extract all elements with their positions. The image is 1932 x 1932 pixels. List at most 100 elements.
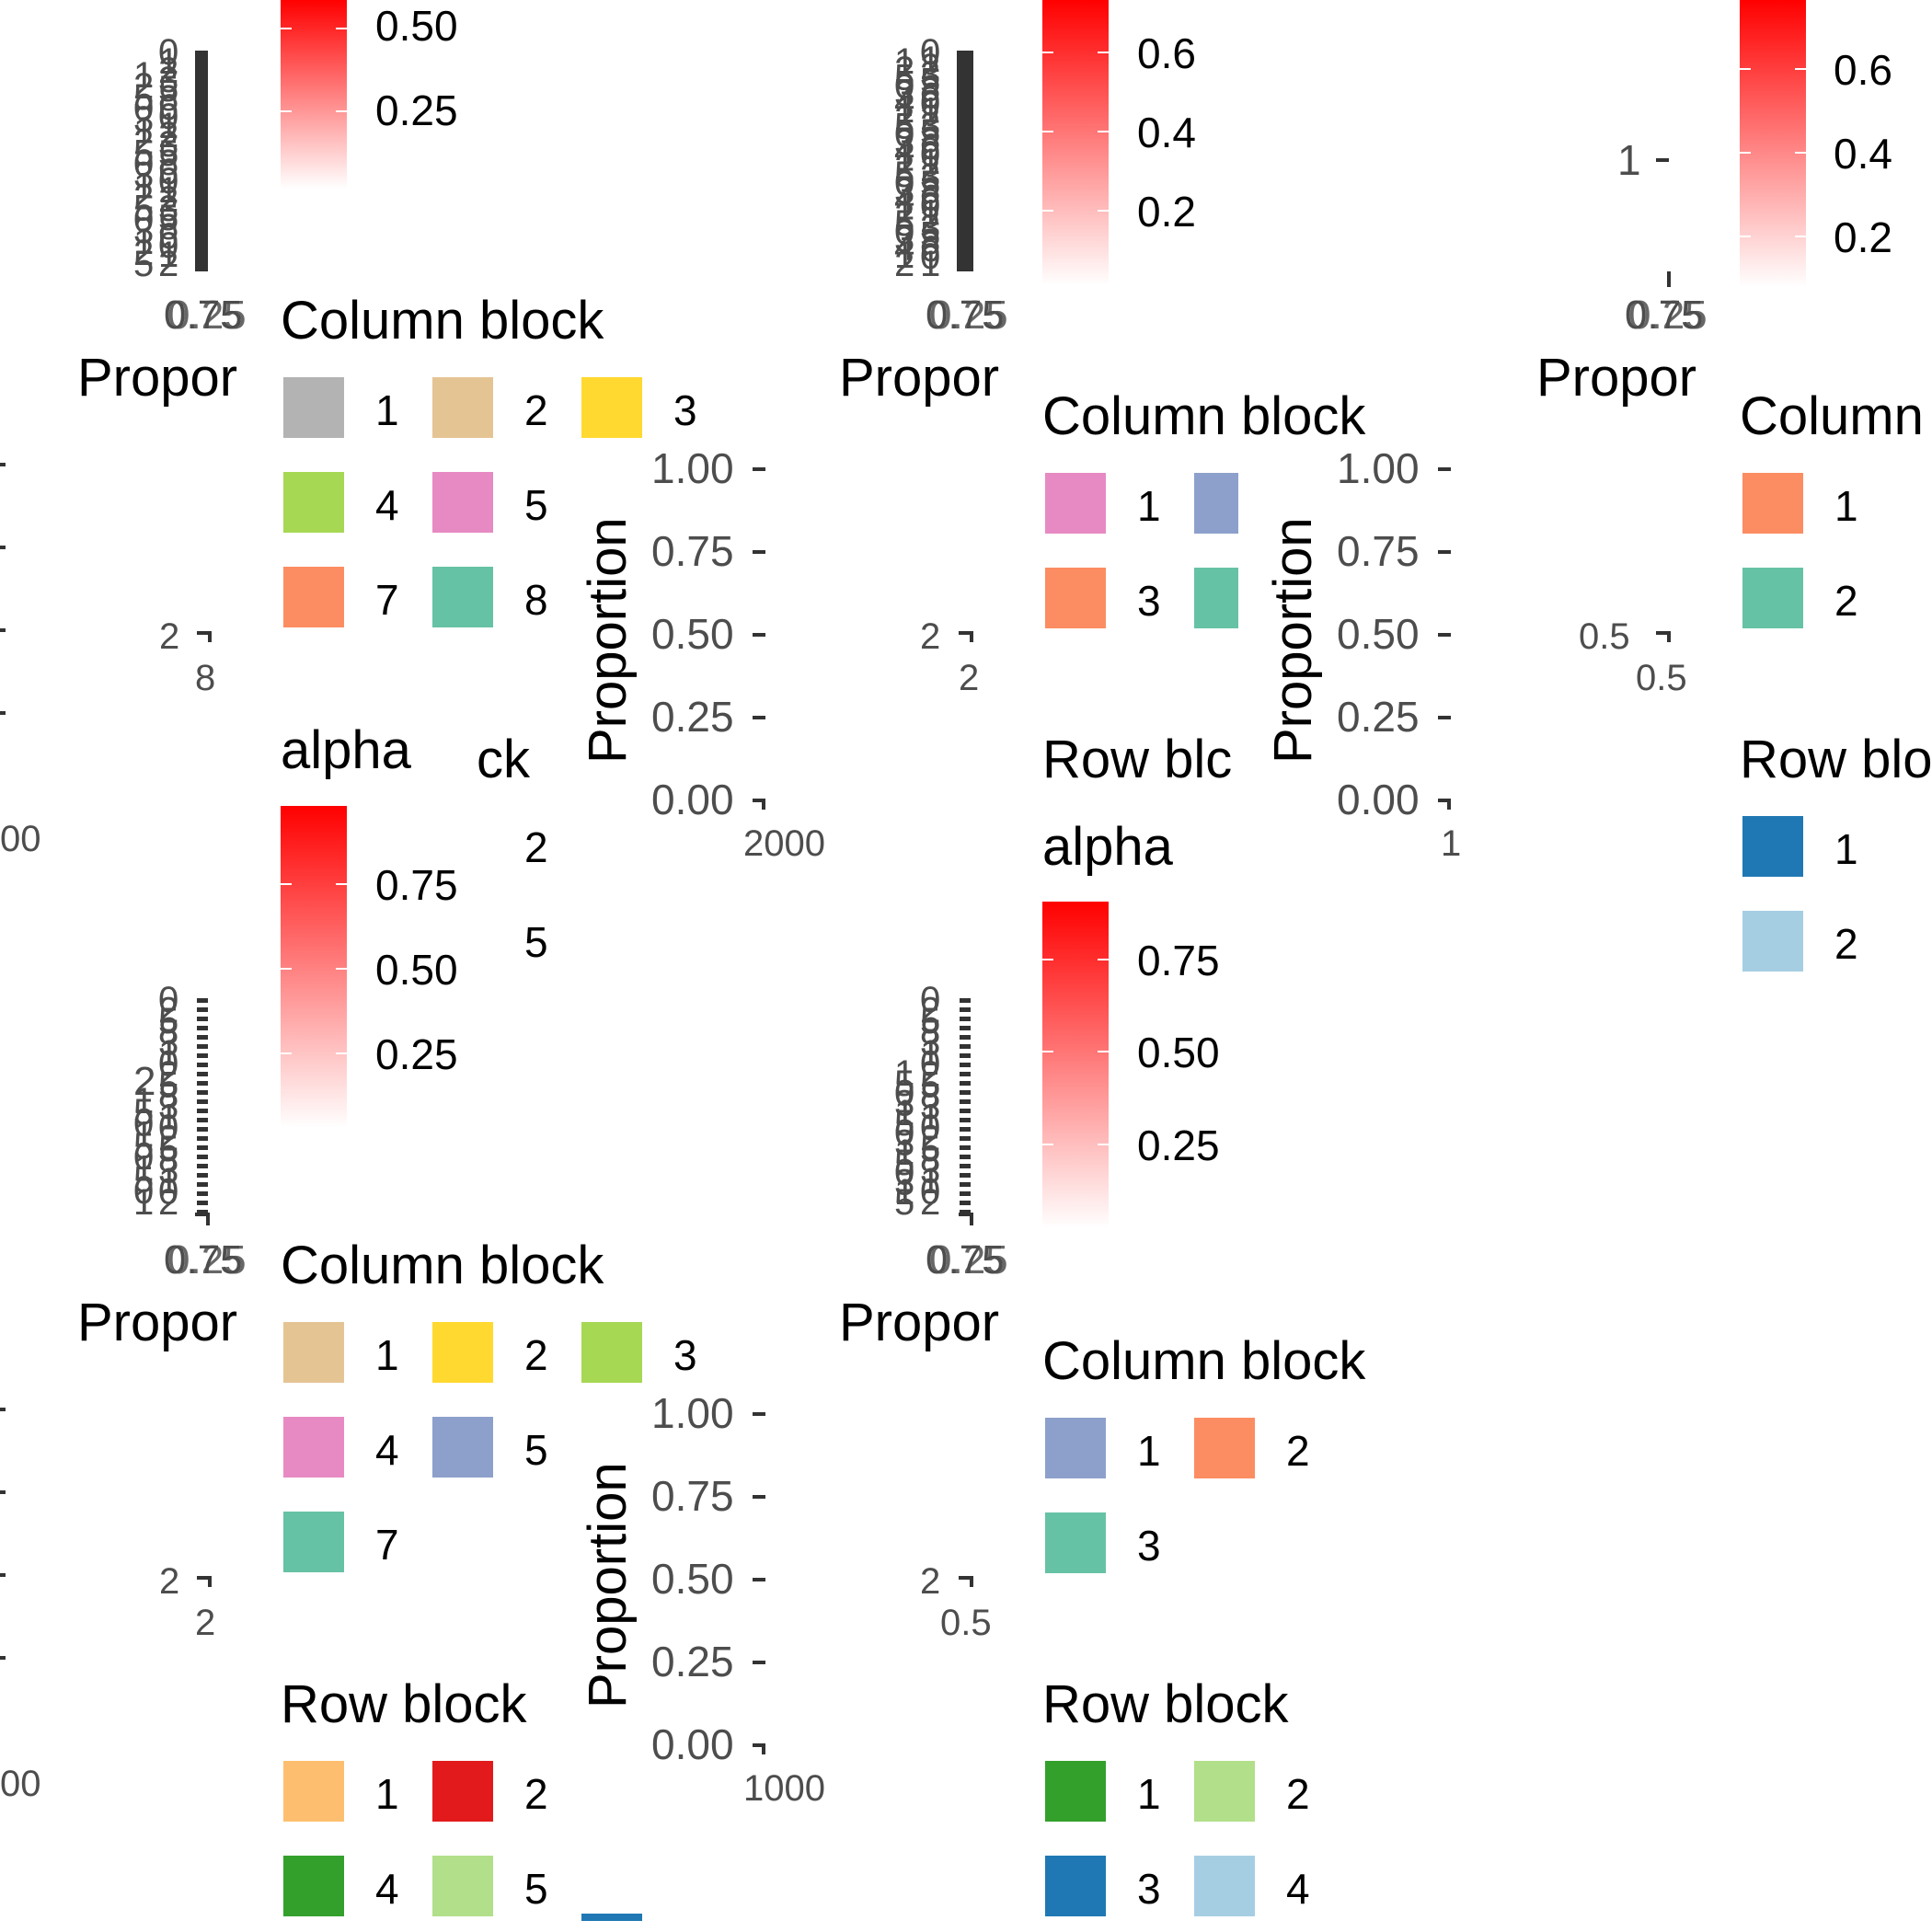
panel-row2-col1: alpha 0.75 0.50 0.25 0258310258310258310… (0, 720, 825, 1921)
y-tick-label: 1 (920, 142, 940, 182)
axis-corner (1656, 631, 1671, 642)
x-axis-title: Propor (77, 348, 237, 408)
y-tick-label: 0 (158, 32, 178, 73)
y-tick-label: 1.00 (651, 1389, 734, 1437)
y-tick-label: 2 (920, 200, 940, 240)
y-tick-label: 1 (920, 1161, 940, 1202)
x-tick-label: 0.75 (926, 1237, 1005, 1282)
legend-key (1045, 1418, 1106, 1478)
alpha-colorbar (281, 806, 347, 1128)
legend-key (283, 1761, 344, 1822)
legend-key (432, 1322, 493, 1383)
y-tick-label: 5 (133, 244, 154, 284)
alpha-tick-label: 0.6 (1834, 46, 1892, 94)
y-tick-label: 0 (920, 980, 940, 1020)
y-tick-label: 3 (894, 220, 914, 260)
y-tick-label: 0 (920, 134, 940, 175)
overlap-tick-label: 2 (159, 616, 179, 657)
overlap-tick-label: 2 (195, 1603, 215, 1643)
y-tick-label: 1 (894, 1133, 914, 1173)
x-tick-label: 0.25 (167, 293, 247, 338)
legend-label: 7 (375, 1521, 399, 1569)
y-tick-label: 1 (133, 1182, 154, 1223)
y-tick-label: 4 (894, 179, 914, 220)
y-tick-label: 3 (158, 1022, 178, 1063)
y-tick-label: 4 (894, 131, 914, 171)
y-tick-label: 1 (158, 1033, 178, 1074)
legend-key (283, 377, 344, 438)
legend-key (581, 1322, 642, 1383)
y-tick-label: 0 (158, 225, 178, 266)
y-tick-label: 0 (894, 163, 914, 203)
y-tick-label: 8 (158, 143, 178, 183)
x-axis-title: Propor (839, 348, 999, 408)
legend-key (432, 1761, 493, 1822)
y-tick-label: 0 (920, 1108, 940, 1148)
legend-label: 1 (1137, 482, 1161, 530)
y-tick-label: 3 (158, 1087, 178, 1127)
alpha-tick-label: 0.25 (375, 86, 458, 134)
y-tick-label: 2 (158, 51, 178, 91)
y-tick-label: 0.25 (651, 693, 734, 741)
y-tick-label: 3 (133, 211, 154, 251)
legend-key (432, 1417, 493, 1478)
legend-label: 7 (375, 576, 399, 624)
y-tick-label: 5 (894, 203, 914, 244)
y-tick-label: 2 (920, 1182, 940, 1223)
y-tick-label: 0.75 (651, 1472, 734, 1520)
y-tick-label: 5 (158, 133, 178, 174)
legend-key (283, 1322, 344, 1383)
y-tick-label: 1 (1617, 136, 1641, 184)
y-tick-label: 0.75 (651, 527, 734, 575)
legend-title-row-block: Row blo (1740, 730, 1932, 789)
overlap-tick-label: 2 (959, 658, 979, 698)
y-tick-label: 1 (158, 170, 178, 211)
y-tick-label: 2 (920, 98, 940, 138)
y-tick-label: 4 (894, 227, 914, 268)
alpha-tick-label: 0.50 (375, 2, 458, 50)
legend-key (283, 1417, 344, 1478)
alpha-colorbar (1042, 0, 1109, 285)
y-tick-label: 5 (158, 1001, 178, 1041)
legend-key (1045, 1512, 1106, 1573)
overlap-tick-label: 2 (920, 1561, 940, 1602)
y-tick-label: 0 (920, 236, 940, 277)
legend-title-row-block: ck (477, 730, 531, 789)
legend-label: 2 (524, 386, 548, 434)
y-tick-label: 5 (894, 1182, 914, 1223)
alpha-colorbar (1042, 902, 1109, 1228)
x-tick-label: 0.25 (1628, 293, 1708, 338)
legend-title-row-block: Row block (281, 1674, 528, 1734)
y-tick-label: 2 (894, 146, 914, 187)
legend-title-column-block: Column (1740, 386, 1924, 446)
legend-label: 1 (1834, 825, 1858, 873)
axis-corner (197, 631, 212, 642)
legend-key (1194, 1856, 1255, 1916)
y-tick-label: 1 (920, 1033, 940, 1074)
y-tick-label: 1 (920, 244, 940, 284)
x-tick-label: 0.75 (1625, 293, 1704, 338)
x-tick-label: 00 (0, 819, 41, 859)
y-tick-label: 3 (920, 1022, 940, 1063)
y-tick-label: 6 (920, 76, 940, 117)
y-tick-label: 5 (158, 1065, 178, 1106)
y-tick-label: 0.75 (1337, 527, 1420, 575)
y-tick-label: 8 (920, 171, 940, 212)
overlap-tick-label: 8 (195, 658, 215, 698)
y-tick-label: 3 (133, 99, 154, 140)
legend-label: 3 (1137, 577, 1161, 625)
panel-row1-col3: Proportion 1.00 0.75 0.50 0.25 0.00 1 0.… (1263, 0, 1932, 972)
y-tick-label: 2 (894, 195, 914, 236)
panel-row2-col2: 0.75 0.50 0.25 0258310258310258310215031… (839, 902, 1366, 1916)
x-tick-label: 1000 (743, 1768, 825, 1809)
y-tick-label: 2 (133, 1059, 155, 1104)
y-tick-label: 0 (894, 114, 914, 155)
alpha-tick-label: 0.50 (375, 946, 458, 994)
y-tick-label: 0 (158, 1108, 178, 1148)
legend-label: 1 (375, 1770, 399, 1818)
y-tick-label: 0 (894, 1074, 914, 1114)
y-tick-label: 6 (158, 152, 178, 192)
y-tick-label: 0 (133, 1103, 154, 1144)
x-tick-label: 0.25 (167, 1237, 247, 1282)
legend-label: 3 (673, 386, 697, 434)
